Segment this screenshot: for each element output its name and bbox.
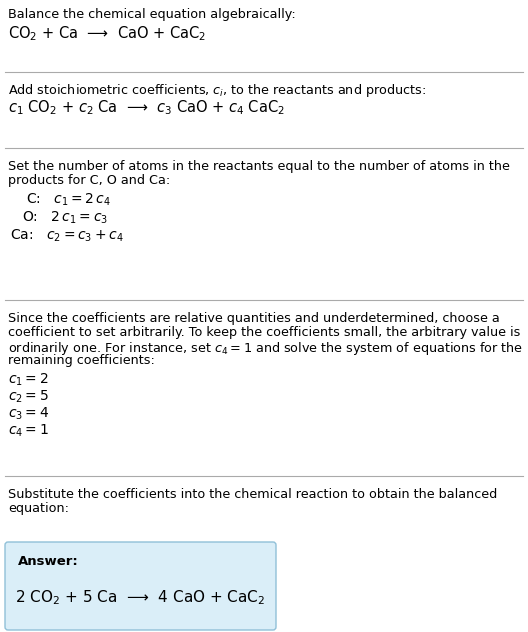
Text: 2 CO$_2$ + 5 Ca  ⟶  4 CaO + CaC$_2$: 2 CO$_2$ + 5 Ca ⟶ 4 CaO + CaC$_2$ [15, 588, 266, 607]
Text: $c_4 = 1$: $c_4 = 1$ [8, 423, 49, 439]
Text: equation:: equation: [8, 502, 69, 515]
Text: C:   $c_1 = 2\,c_4$: C: $c_1 = 2\,c_4$ [26, 192, 111, 209]
Text: products for C, O and Ca:: products for C, O and Ca: [8, 174, 170, 187]
Text: ordinarily one. For instance, set $c_4 = 1$ and solve the system of equations fo: ordinarily one. For instance, set $c_4 =… [8, 340, 523, 357]
Text: Balance the chemical equation algebraically:: Balance the chemical equation algebraica… [8, 8, 296, 21]
Text: $c_2 = 5$: $c_2 = 5$ [8, 389, 49, 405]
Text: Since the coefficients are relative quantities and underdetermined, choose a: Since the coefficients are relative quan… [8, 312, 499, 325]
Text: Substitute the coefficients into the chemical reaction to obtain the balanced: Substitute the coefficients into the che… [8, 488, 497, 501]
Text: $c_1 = 2$: $c_1 = 2$ [8, 372, 49, 389]
Text: $c_1$ CO$_2$ + $c_2$ Ca  ⟶  $c_3$ CaO + $c_4$ CaC$_2$: $c_1$ CO$_2$ + $c_2$ Ca ⟶ $c_3$ CaO + $c… [8, 98, 285, 117]
Text: Answer:: Answer: [18, 555, 79, 568]
Text: Set the number of atoms in the reactants equal to the number of atoms in the: Set the number of atoms in the reactants… [8, 160, 510, 173]
Text: Ca:   $c_2 = c_3 + c_4$: Ca: $c_2 = c_3 + c_4$ [10, 228, 124, 245]
Text: $c_3 = 4$: $c_3 = 4$ [8, 406, 49, 422]
Text: Add stoichiometric coefficients, $c_i$, to the reactants and products:: Add stoichiometric coefficients, $c_i$, … [8, 82, 426, 99]
Text: remaining coefficients:: remaining coefficients: [8, 354, 155, 367]
Text: O:   $2\,c_1 = c_3$: O: $2\,c_1 = c_3$ [22, 210, 108, 226]
Text: coefficient to set arbitrarily. To keep the coefficients small, the arbitrary va: coefficient to set arbitrarily. To keep … [8, 326, 521, 339]
Text: CO$_2$ + Ca  ⟶  CaO + CaC$_2$: CO$_2$ + Ca ⟶ CaO + CaC$_2$ [8, 24, 206, 43]
FancyBboxPatch shape [5, 542, 276, 630]
